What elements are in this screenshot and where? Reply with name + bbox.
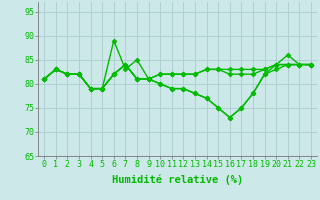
X-axis label: Humidité relative (%): Humidité relative (%) bbox=[112, 175, 243, 185]
